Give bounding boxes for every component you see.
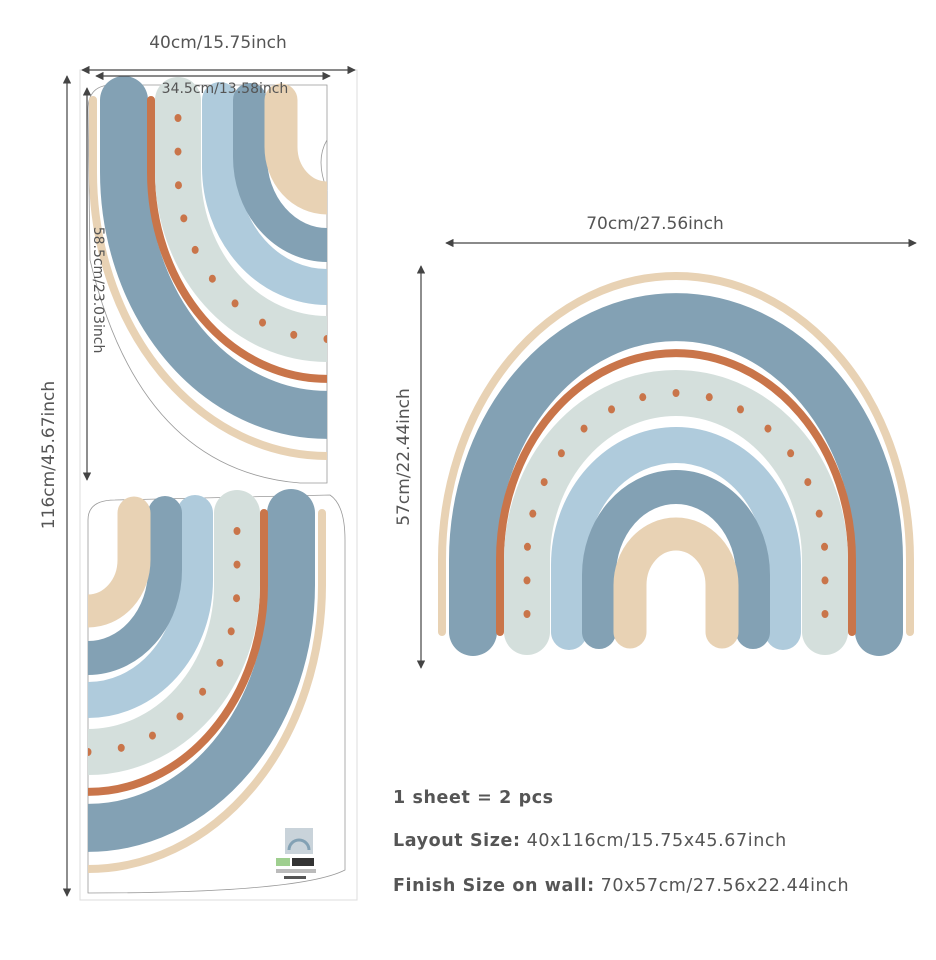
finish-height-label: 57cm/22.44inch	[394, 388, 414, 526]
sheet-width-label: 40cm/15.75inch	[149, 33, 287, 53]
finish-width-label: 70cm/27.56inch	[586, 214, 724, 234]
product-label	[276, 828, 316, 879]
layout-size-label: Layout Size:	[393, 831, 521, 851]
finished-rainbow	[442, 276, 910, 632]
label-logo	[276, 858, 290, 866]
piece-height-label: 58.5cm/23.03inch	[90, 227, 106, 354]
finish-size-label: Finish Size on wall:	[393, 876, 595, 896]
barcode-icon	[292, 858, 314, 866]
finish-size-info: Finish Size on wall: 70x57cm/27.56x22.44i…	[393, 876, 849, 896]
sheet-height-label: 116cm/45.67inch	[39, 381, 59, 529]
layout-size-value: 40x116cm/15.75x45.67inch	[527, 831, 787, 851]
bottom-piece-outline	[87, 494, 346, 894]
layout-size-info: Layout Size: 40x116cm/15.75x45.67inch	[393, 831, 787, 851]
finish-size-value: 70x57cm/27.56x22.44inch	[601, 876, 849, 896]
pieces-info: 1 sheet = 2 pcs	[393, 788, 554, 808]
piece-width-label: 34.5cm/13.58inch	[162, 81, 289, 97]
